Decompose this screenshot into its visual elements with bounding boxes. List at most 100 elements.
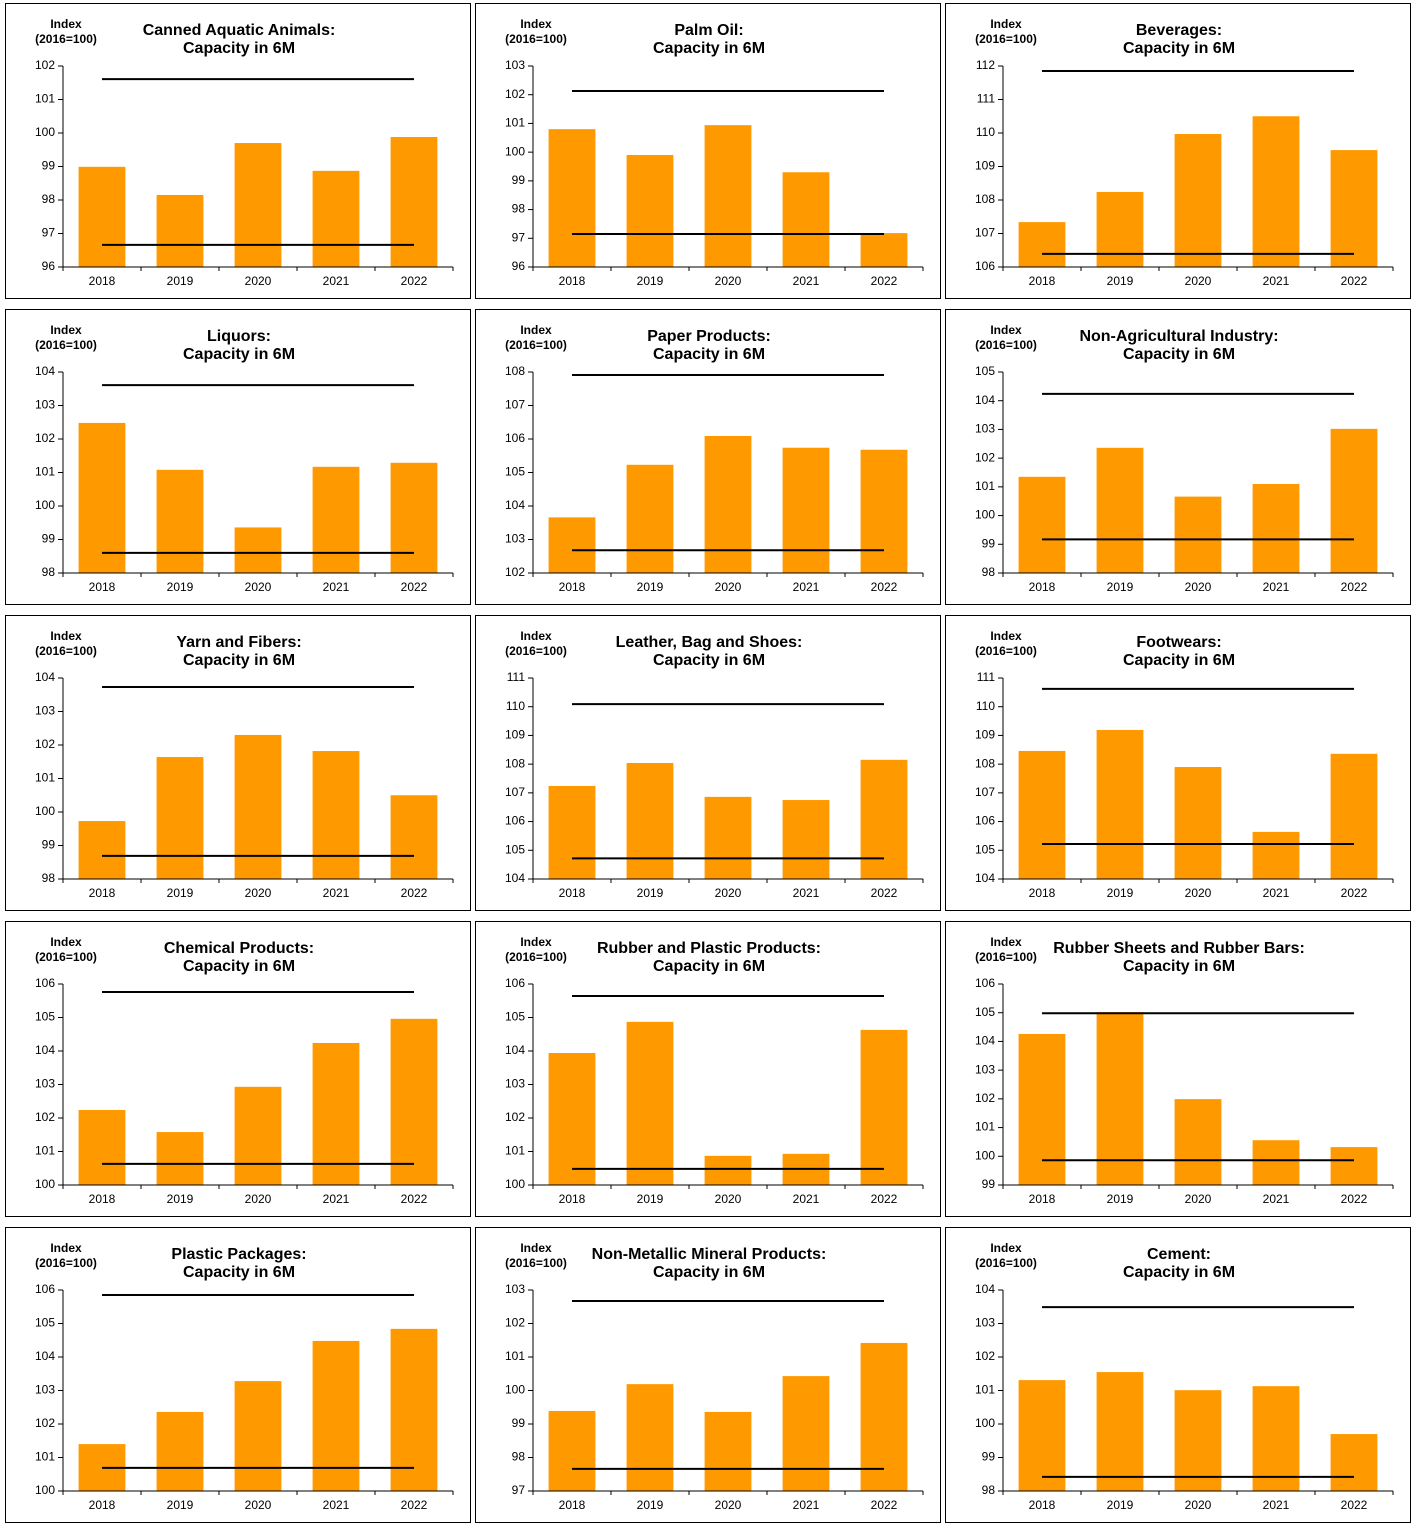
y-tick-label: 100: [35, 125, 55, 139]
y-axis-label: (2016=100): [975, 338, 1037, 352]
y-tick-label: 99: [982, 1177, 996, 1191]
y-tick-label: 104: [35, 1043, 55, 1057]
y-tick-label: 106: [35, 976, 55, 990]
bar: [704, 1411, 752, 1491]
x-tick-label: 2022: [871, 1498, 898, 1512]
chart-panel: Plastic Packages: Capacity in 6M Index (201…: [5, 1227, 471, 1523]
bar: [1252, 483, 1300, 573]
x-tick-label: 2018: [89, 1192, 116, 1206]
x-tick-label: 2020: [1185, 886, 1212, 900]
y-tick-label: 101: [975, 1383, 995, 1397]
y-axis-label: (2016=100): [975, 32, 1037, 46]
x-tick-label: 2018: [1029, 580, 1056, 594]
chart-panel: Rubber and Plastic Products: Capacity in …: [475, 921, 941, 1217]
chart-subtitle: Capacity in 6M: [183, 958, 295, 975]
y-axis-label: Index: [990, 323, 1022, 337]
chart: Cement:Capacity in 6M Index(2016=100) 2018…: [975, 1241, 1394, 1512]
y-axis-label: (2016=100): [35, 32, 97, 46]
y-tick-label: 100: [35, 1177, 55, 1191]
x-tick-label: 2020: [1185, 1498, 1212, 1512]
x-tick-label: 2019: [1107, 1498, 1134, 1512]
chart-title: Beverages:: [1136, 22, 1222, 39]
bar: [234, 143, 282, 267]
bar: [312, 751, 360, 879]
bar: [1096, 1372, 1144, 1491]
chart: Non-Agricultural Industry:Capacity in 6M…: [975, 323, 1394, 594]
bar: [156, 757, 204, 879]
y-tick-label: 101: [35, 771, 55, 785]
y-axis-label: (2016=100): [35, 1256, 97, 1270]
y-tick-label: 103: [975, 1062, 995, 1076]
y-axis-label: Index: [50, 935, 82, 949]
y-tick-label: 105: [505, 1010, 525, 1024]
chart-title: Rubber and Plastic Products:: [597, 940, 821, 957]
y-tick-label: 100: [975, 1148, 995, 1162]
y-tick-label: 100: [975, 1416, 995, 1430]
y-tick-label: 102: [505, 87, 525, 101]
x-tick-label: 2020: [715, 1192, 742, 1206]
y-tick-label: 107: [505, 398, 525, 412]
y-tick-label: 109: [505, 728, 525, 742]
chart-subtitle: Capacity in 6M: [183, 346, 295, 363]
bar: [782, 1376, 830, 1491]
bar: [1252, 1386, 1300, 1491]
x-tick-label: 2020: [245, 274, 272, 288]
bar: [626, 1021, 674, 1185]
x-tick-label: 2018: [1029, 274, 1056, 288]
bar: [312, 170, 360, 267]
y-tick-label: 99: [512, 173, 526, 187]
chart: Rubber and Plastic Products:Capacity in …: [505, 935, 924, 1206]
bar: [860, 1029, 908, 1185]
x-tick-label: 2019: [1107, 886, 1134, 900]
x-tick-label: 2022: [401, 886, 428, 900]
y-tick-label: 101: [35, 1450, 55, 1464]
y-tick-label: 104: [505, 498, 525, 512]
bar: [156, 469, 204, 573]
chart: Chemical Products:Capacity in 6M Index(20…: [35, 935, 454, 1206]
chart: Yarn and Fibers:Capacity in 6M Index(2016…: [35, 629, 454, 900]
x-tick-label: 2022: [871, 886, 898, 900]
chart-title: Footwears:: [1136, 634, 1221, 651]
chart: Rubber Sheets and Rubber Bars:Capacity i…: [975, 935, 1394, 1206]
x-tick-label: 2022: [1341, 1498, 1368, 1512]
x-tick-label: 2019: [167, 1192, 194, 1206]
bar: [1018, 222, 1066, 267]
chart-panel: Non-Agricultural Industry: Capacity in 6M…: [945, 309, 1411, 605]
x-tick-label: 2021: [1263, 274, 1290, 288]
bar: [390, 462, 438, 573]
y-tick-label: 99: [42, 838, 56, 852]
y-axis-label: Index: [520, 1241, 552, 1255]
x-tick-label: 2019: [1107, 580, 1134, 594]
chart-title: Non-Agricultural Industry:: [1079, 328, 1278, 345]
x-tick-label: 2021: [1263, 1498, 1290, 1512]
x-tick-label: 2019: [637, 886, 664, 900]
chart-title: Non-Metallic Mineral Products:: [592, 1246, 827, 1263]
y-tick-label: 103: [35, 398, 55, 412]
bar: [1330, 150, 1378, 267]
chart-title: Rubber Sheets and Rubber Bars:: [1053, 940, 1305, 957]
y-tick-label: 109: [975, 728, 995, 742]
chart: Palm Oil:Capacity in 6M Index(2016=100) 20…: [505, 17, 924, 288]
chart-title: Canned Aquatic Animals:: [143, 22, 336, 39]
y-tick-label: 97: [512, 1483, 526, 1497]
bar: [312, 466, 360, 573]
y-axis-label: Index: [520, 17, 552, 31]
bar: [626, 1384, 674, 1491]
y-tick-label: 101: [505, 1144, 525, 1158]
y-tick-label: 104: [505, 871, 525, 885]
x-tick-label: 2018: [89, 274, 116, 288]
y-tick-label: 108: [975, 192, 995, 206]
x-tick-label: 2020: [1185, 580, 1212, 594]
chart-panel: Cement: Capacity in 6M Index (2016=100) 2018…: [945, 1227, 1411, 1523]
bar: [390, 137, 438, 267]
y-axis-label: Index: [520, 323, 552, 337]
y-tick-label: 107: [505, 785, 525, 799]
bar: [860, 759, 908, 879]
x-tick-label: 2019: [637, 1498, 664, 1512]
y-tick-label: 100: [505, 1177, 525, 1191]
bar: [548, 1410, 596, 1491]
y-axis-label: (2016=100): [35, 644, 97, 658]
y-axis-label: Index: [50, 1241, 82, 1255]
x-tick-label: 2022: [871, 1192, 898, 1206]
bar: [390, 1018, 438, 1185]
